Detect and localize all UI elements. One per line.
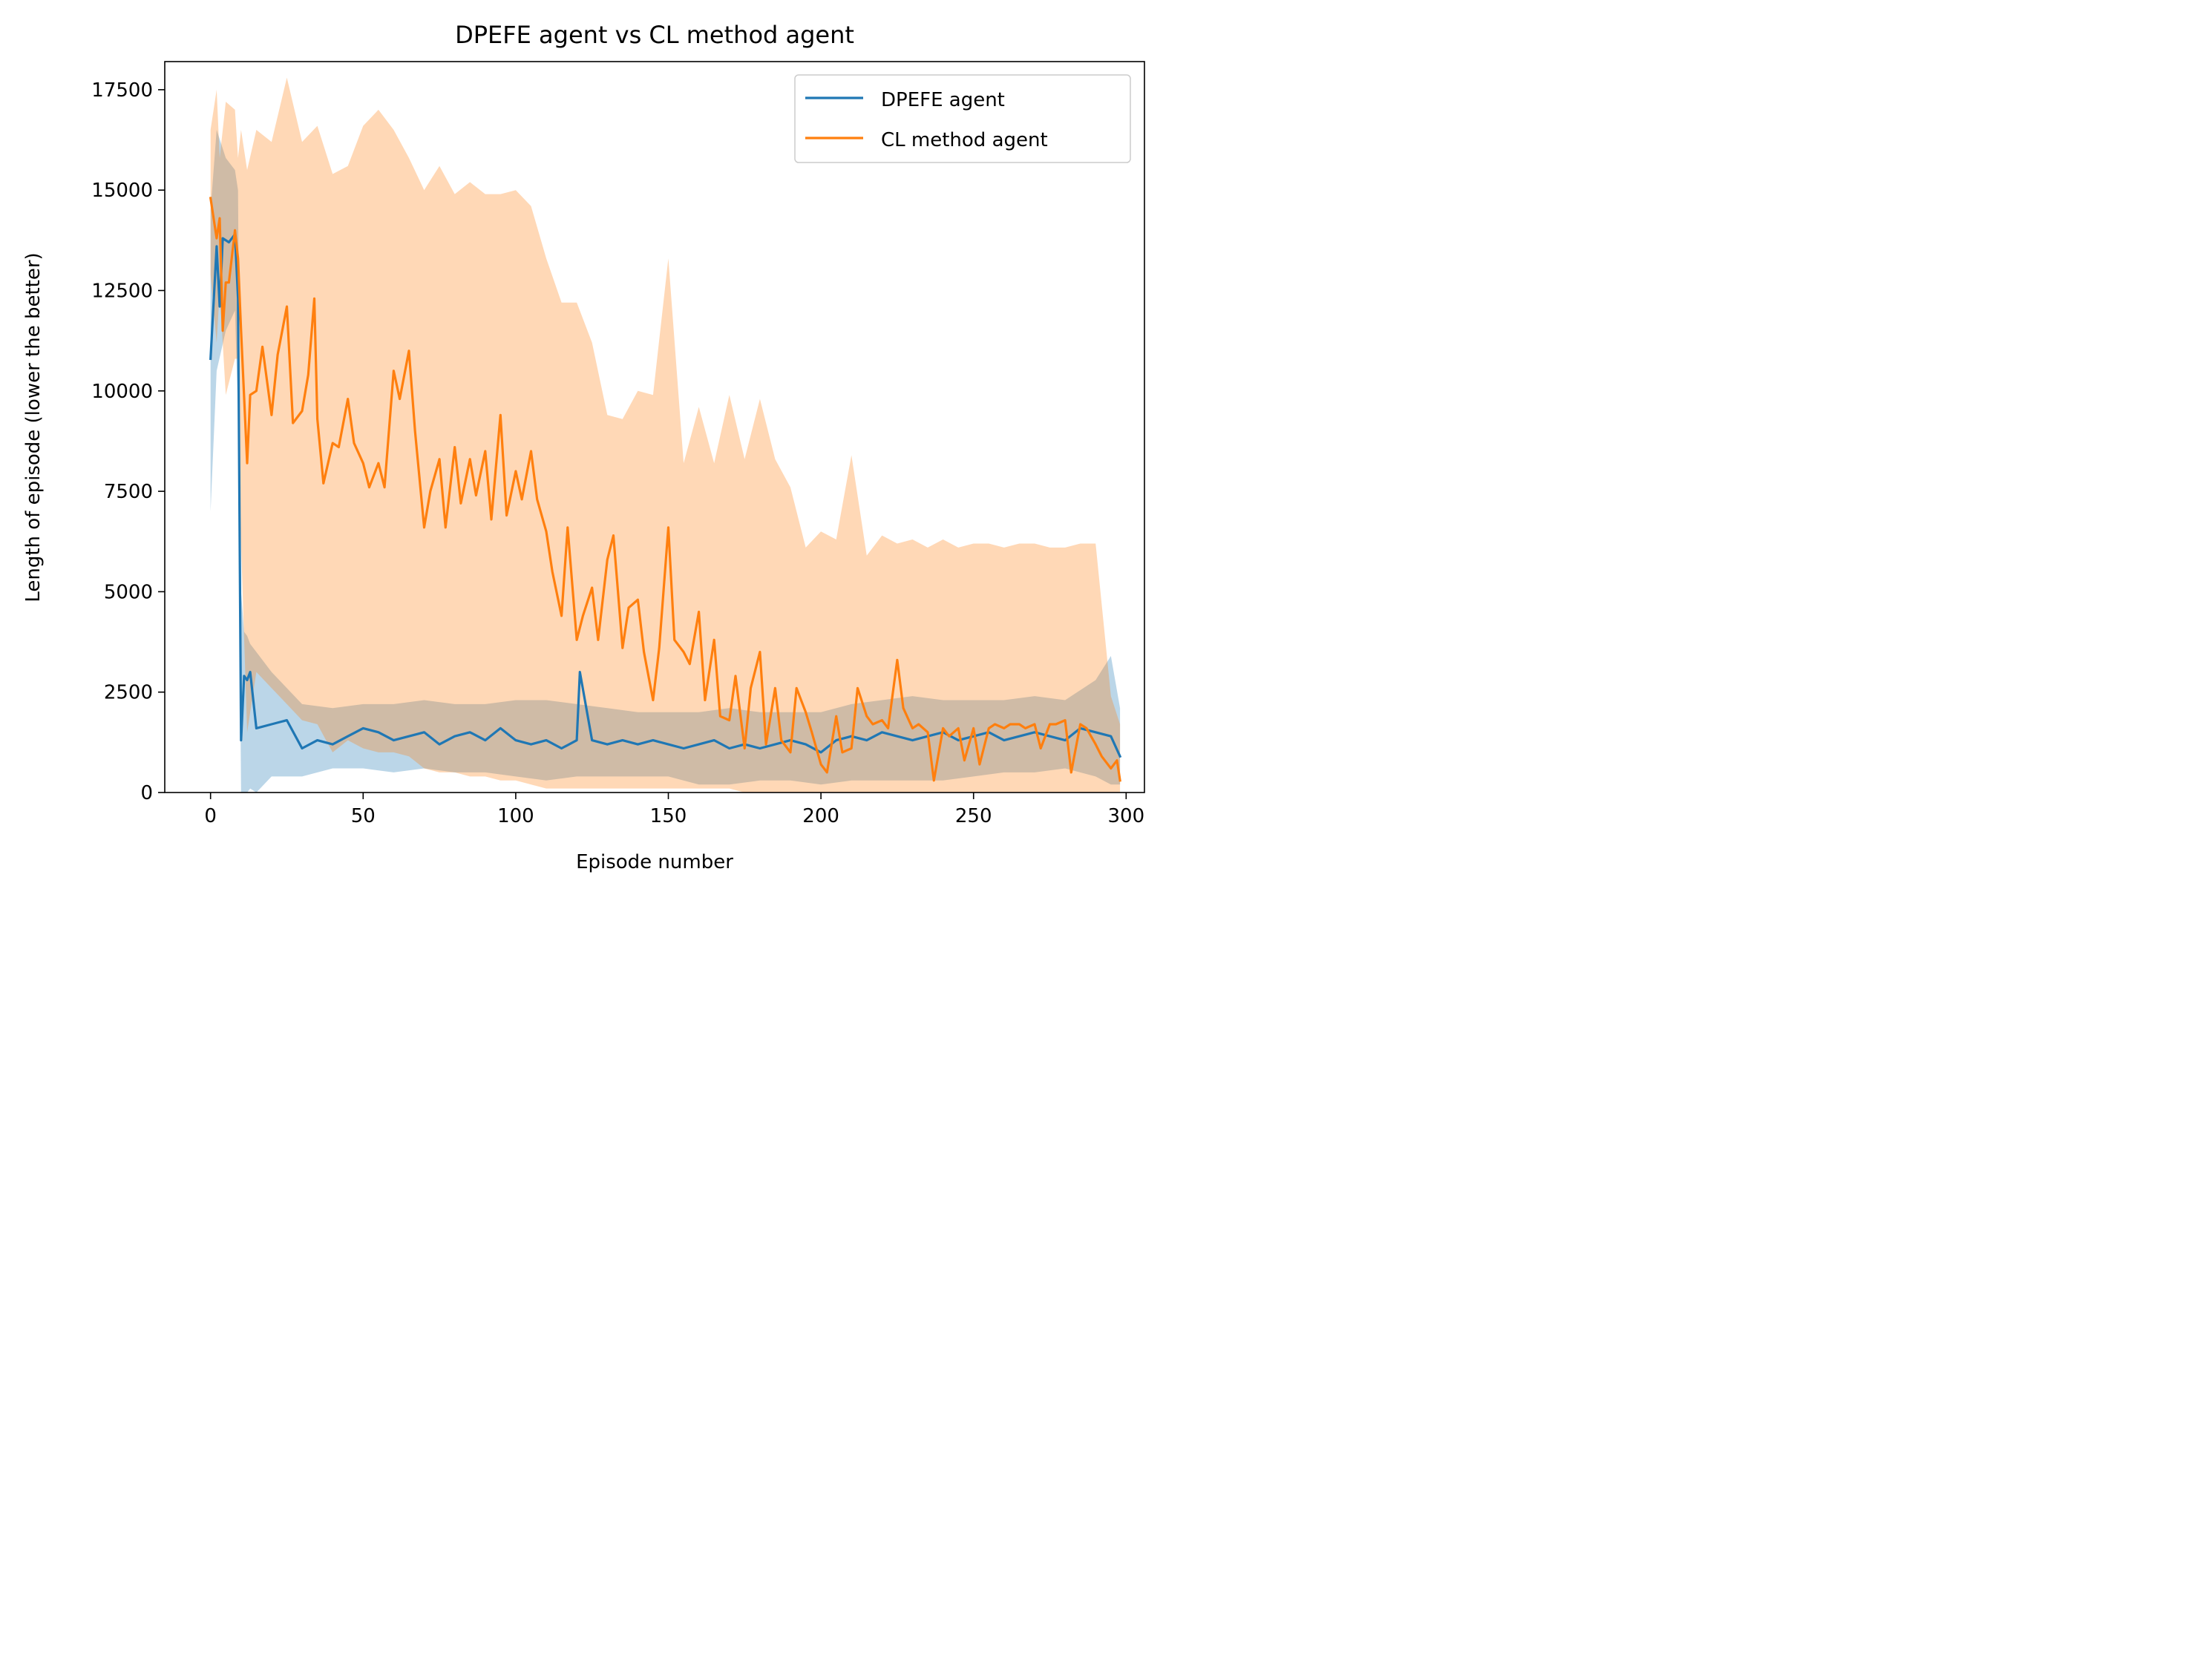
y-tick-label: 0 bbox=[140, 782, 153, 804]
confidence-bands bbox=[210, 77, 1121, 793]
legend-label-dpefe: DPEFE agent bbox=[881, 89, 1005, 111]
series-line-cl-method bbox=[209, 197, 1121, 782]
chart-title: DPEFE agent vs CL method agent bbox=[455, 21, 854, 49]
y-tick-label: 7500 bbox=[104, 481, 153, 503]
x-tick-label: 250 bbox=[955, 805, 992, 827]
y-tick-label: 15000 bbox=[91, 180, 153, 202]
x-tick-label: 200 bbox=[802, 805, 839, 827]
plot-area-frame bbox=[164, 61, 1145, 793]
legend: DPEFE agent CL method agent bbox=[794, 74, 1131, 163]
y-tick-label: 12500 bbox=[91, 280, 153, 302]
y-axis-ticks: 0 2500 5000 7500 10000 12500 15000 17500 bbox=[91, 79, 165, 804]
legend-label-cl-method: CL method agent bbox=[881, 129, 1048, 151]
y-axis-label: Length of episode (lower the better) bbox=[22, 252, 45, 602]
line-chart: DPEFE agent vs CL method agent 0 50 100 150… bbox=[22, 21, 1145, 873]
x-tick-label: 50 bbox=[351, 805, 376, 827]
y-tick-label: 2500 bbox=[104, 682, 153, 704]
x-tick-label: 0 bbox=[204, 805, 217, 827]
y-tick-label: 17500 bbox=[91, 79, 153, 102]
x-tick-label: 300 bbox=[1108, 805, 1145, 827]
x-tick-label: 150 bbox=[650, 805, 687, 827]
series-lines bbox=[209, 197, 1122, 782]
y-tick-label: 10000 bbox=[91, 381, 153, 403]
x-axis-ticks: 0 50 100 150 200 250 300 bbox=[204, 793, 1144, 827]
y-tick-label: 5000 bbox=[104, 581, 153, 603]
legend-box bbox=[794, 74, 1131, 163]
band-cl-method bbox=[210, 77, 1121, 793]
x-axis-label: Episode number bbox=[576, 851, 733, 873]
x-tick-label: 100 bbox=[497, 805, 534, 827]
chart: DPEFE agent vs CL method agent 0 50 100 150… bbox=[0, 0, 1163, 894]
